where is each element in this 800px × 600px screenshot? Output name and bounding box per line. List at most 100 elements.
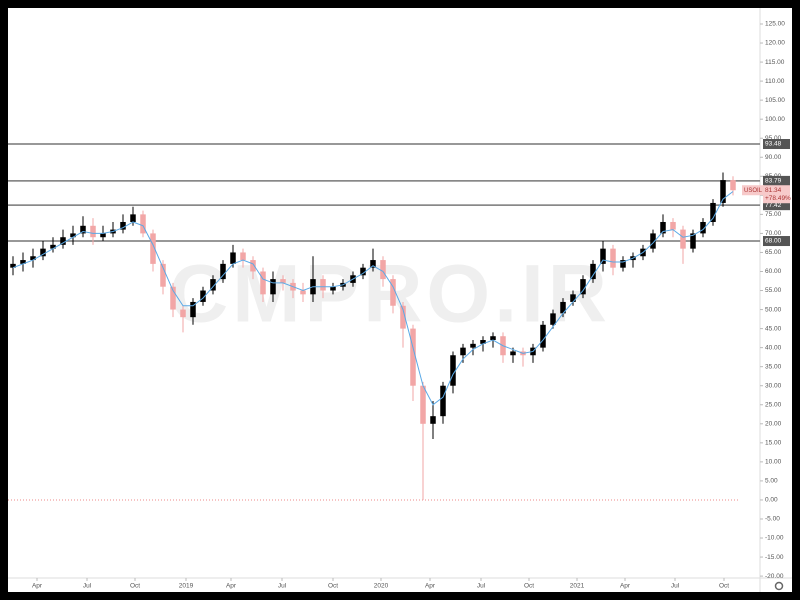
y-tick-label: 60.00 [765, 268, 782, 275]
y-tick-label: -5.00 [765, 516, 780, 523]
x-tick-label: 2021 [570, 583, 585, 590]
y-tick-label: 35.00 [765, 363, 782, 370]
candle-body [410, 328, 416, 386]
x-tick-label: Apr [425, 583, 436, 590]
x-tick-label: Oct [719, 583, 729, 590]
candle-body [440, 385, 446, 417]
candle-body [200, 290, 206, 302]
candle-body [90, 225, 96, 238]
x-tick-label: 2019 [179, 583, 194, 590]
x-tick-label: Jul [278, 583, 287, 590]
y-tick-label: 95.00 [765, 135, 782, 142]
candle-body [60, 237, 66, 245]
candle-body [230, 252, 236, 264]
x-tick-label: Oct [328, 583, 338, 590]
y-tick-label: 125.00 [765, 21, 785, 28]
y-tick-label: 20.00 [765, 421, 782, 428]
y-tick-label: 70.00 [765, 230, 782, 237]
level-label: 83.79 [765, 178, 782, 185]
y-tick-label: 65.00 [765, 249, 782, 256]
x-tick-label: Apr [620, 583, 631, 590]
y-tick-label: 45.00 [765, 325, 782, 332]
candle-body [680, 229, 686, 249]
symbol-badge [742, 185, 764, 196]
candle-body [390, 279, 396, 306]
x-tick-label: Oct [130, 583, 140, 590]
x-tick-label: Apr [32, 583, 43, 590]
candle-body [380, 260, 386, 280]
candle-body [190, 301, 196, 318]
x-tick-label: Oct [524, 583, 534, 590]
candle-body [50, 244, 56, 249]
y-tick-label: 105.00 [765, 97, 785, 104]
x-tick-label: Jul [83, 583, 92, 590]
candle-body [540, 324, 546, 348]
price-badge [763, 185, 790, 204]
candle-body [480, 340, 486, 344]
y-tick-label: 0.00 [765, 497, 778, 504]
candle-body [610, 248, 616, 268]
candle-body [100, 233, 106, 238]
y-tick-label: 30.00 [765, 382, 782, 389]
candle-body [370, 260, 376, 268]
candle-body [550, 313, 556, 325]
y-tick-label: -15.00 [765, 554, 784, 561]
candle-body [10, 263, 16, 268]
candle-body [600, 248, 606, 264]
x-tick-label: Jul [477, 583, 486, 590]
y-tick-label: 110.00 [765, 78, 785, 85]
y-tick-label: 40.00 [765, 344, 782, 351]
candle-body [580, 279, 586, 295]
candle-body [40, 248, 46, 257]
candle-body [70, 233, 76, 238]
candle-body [490, 336, 496, 341]
candle-body [400, 305, 406, 329]
candle-body [650, 233, 656, 249]
candle-body [160, 263, 166, 287]
candle-body [710, 202, 716, 222]
y-tick-label: 55.00 [765, 287, 782, 294]
candle-body [720, 180, 726, 203]
y-tick-label: 115.00 [765, 59, 785, 66]
y-tick-label: 15.00 [765, 440, 782, 447]
level-label: 77.42 [765, 202, 782, 209]
level-label: 68.00 [765, 238, 782, 245]
candle-body [660, 221, 666, 234]
level-badge [763, 139, 790, 150]
candle-body [30, 256, 36, 261]
candle-body [210, 279, 216, 291]
candle-body [470, 343, 476, 348]
y-tick-label: 50.00 [765, 306, 782, 313]
candle-body [690, 233, 696, 249]
candle-body [560, 301, 566, 314]
level-badge [763, 200, 790, 211]
candle-body [360, 267, 366, 276]
candle-body [180, 309, 186, 318]
candle-body [170, 286, 176, 310]
y-tick-label: 100.00 [765, 116, 785, 123]
candle-body [20, 260, 26, 264]
candle-body [130, 214, 136, 222]
x-tick-label: Apr [226, 583, 237, 590]
candle-body [320, 279, 326, 291]
candle-body [700, 221, 706, 234]
last-price-label: 81.34 [765, 187, 782, 194]
candle-body [250, 260, 256, 272]
candle-body [460, 347, 466, 356]
candle-body [270, 279, 276, 295]
change-label: +78.49% [765, 195, 791, 202]
y-tick-label: 5.00 [765, 478, 778, 485]
candle-body [590, 263, 596, 280]
watermark: CMPRO.IR [169, 249, 611, 340]
x-tick-label: Jul [671, 583, 680, 590]
settings-gear[interactable] [774, 581, 784, 591]
candle-body [420, 385, 426, 424]
candle-body [510, 351, 516, 356]
y-tick-label: 10.00 [765, 459, 782, 466]
y-tick-label: 75.00 [765, 211, 782, 218]
level-badge [763, 175, 790, 186]
settings-icon[interactable] [774, 581, 784, 591]
moving-average [12, 191, 734, 406]
y-tick-label: 90.00 [765, 154, 782, 161]
